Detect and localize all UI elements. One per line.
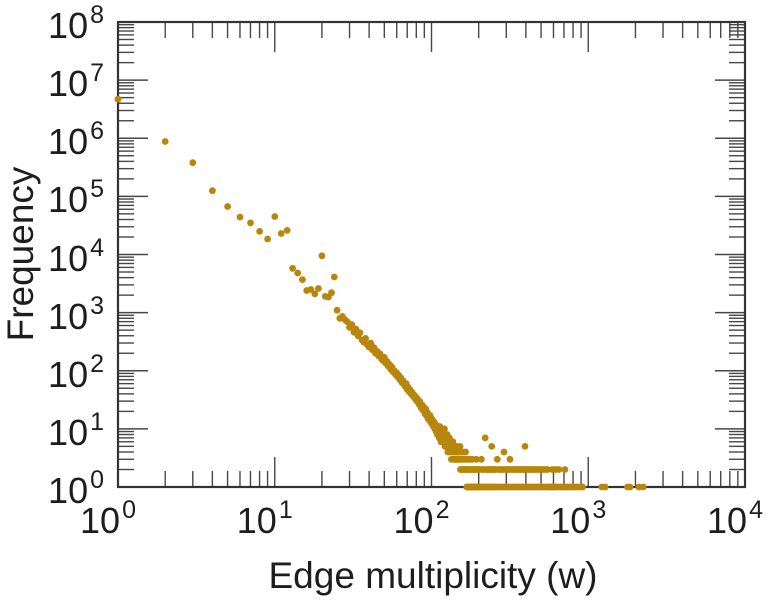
- data-point: [462, 448, 469, 456]
- data-point: [161, 138, 169, 145]
- data-point: [315, 285, 322, 292]
- x-tick-label: 104: [707, 496, 763, 541]
- data-point: [114, 95, 122, 103]
- data-point: [488, 443, 496, 450]
- data-point: [472, 455, 480, 463]
- x-axis-title: Edge multiplicity (w): [268, 555, 598, 596]
- data-point: [277, 230, 285, 237]
- data-point: [333, 306, 341, 314]
- data-point: [311, 290, 319, 298]
- data-point: [318, 252, 326, 260]
- data-point: [456, 443, 464, 450]
- x-tick-label: 101: [236, 496, 293, 541]
- y-tick-label: 105: [48, 175, 104, 221]
- data-point: [264, 235, 271, 243]
- data-point: [299, 276, 306, 283]
- data-point: [356, 329, 364, 337]
- y-tick-label: 102: [48, 349, 104, 395]
- x-tick-label: 100: [80, 496, 136, 541]
- data-point: [294, 269, 302, 277]
- y-tick-label: 100: [48, 466, 104, 511]
- data-point: [348, 321, 356, 329]
- y-tick-label: 101: [48, 407, 104, 453]
- data-point: [236, 213, 244, 221]
- data-point: [307, 286, 315, 293]
- data-point: [224, 203, 232, 210]
- data-point: [289, 264, 296, 272]
- data-point: [271, 213, 279, 220]
- data-point: [500, 448, 508, 456]
- data-point: [441, 425, 448, 433]
- data-point: [247, 219, 254, 227]
- x-tick-label: 102: [393, 496, 450, 541]
- data-point: [328, 289, 335, 297]
- data-point: [209, 187, 216, 195]
- data-point: [626, 483, 634, 491]
- data-point: [283, 227, 291, 234]
- y-tick-label: 107: [48, 59, 104, 105]
- data-point: [330, 273, 338, 281]
- data-point: [561, 466, 569, 473]
- data-point: [481, 434, 489, 442]
- plot-frame: [116, 20, 747, 489]
- y-tick-label: 106: [48, 117, 104, 163]
- x-tick-label: 103: [550, 496, 607, 541]
- data-point: [579, 483, 586, 491]
- y-tick-label: 103: [48, 291, 104, 337]
- data-point: [189, 159, 197, 167]
- data-point: [601, 483, 609, 491]
- data-point: [521, 443, 529, 450]
- y-tick-label: 108: [48, 1, 104, 46]
- data-point: [362, 335, 369, 342]
- y-tick-label: 104: [48, 233, 104, 279]
- data-points: [114, 95, 647, 491]
- data-point: [639, 483, 647, 491]
- data-point: [478, 455, 485, 463]
- data-point: [506, 455, 514, 463]
- data-point: [256, 228, 263, 235]
- data-point: [544, 466, 551, 473]
- data-point: [493, 455, 501, 463]
- data-point: [555, 466, 563, 473]
- y-axis-title: Frequency: [0, 166, 41, 342]
